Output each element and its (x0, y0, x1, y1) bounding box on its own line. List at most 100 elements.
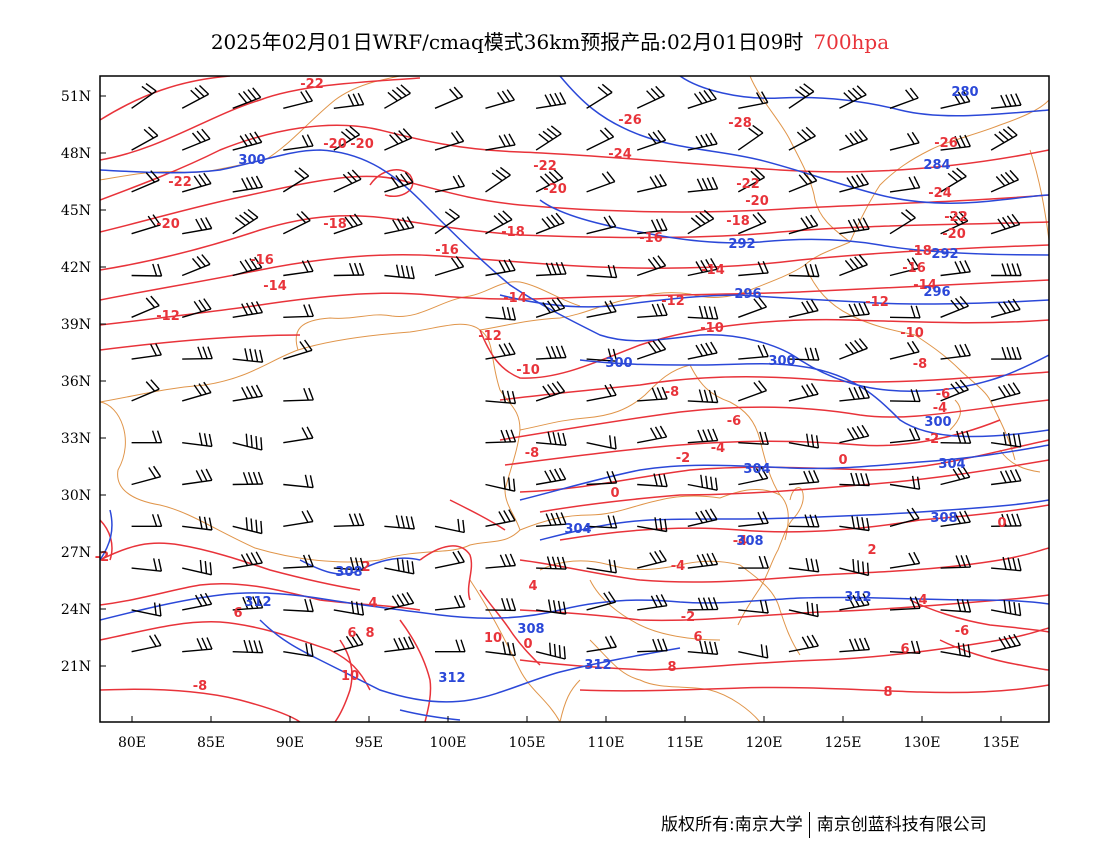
wind-barb (687, 132, 718, 151)
temperature-contour-label: -20 (745, 194, 769, 209)
wind-barb (636, 338, 667, 360)
wind-barb (282, 211, 311, 235)
wind-barb (182, 172, 212, 193)
wind-barb (738, 600, 769, 614)
wind-barb (485, 509, 516, 527)
wind-barb (131, 170, 160, 193)
lat-axis: 51N 48N 45N 42N 39N 36N 33N 30N 27N 24N 21N (61, 89, 106, 675)
wind-barb (485, 258, 516, 277)
wind-barb (687, 597, 719, 611)
wind-barb (131, 214, 161, 235)
temperature-contour-label: 2 (867, 543, 876, 558)
title-level: 700hpa (813, 30, 890, 54)
wind-barb (738, 644, 769, 659)
wind-barb (181, 128, 211, 151)
wind-barb (788, 126, 816, 151)
wind-barb (788, 170, 818, 193)
wind-barb (131, 634, 162, 653)
wind-barb (889, 427, 921, 444)
wind-barb (232, 175, 264, 193)
wind-barb (839, 302, 870, 318)
wind-barb (637, 386, 668, 402)
wind-barb (485, 597, 517, 612)
temperature-contour-label: -28 (728, 116, 752, 131)
map-title: 2025年02月01日WRF/cmaq模式36km预报产品:02月01日09时 7… (0, 26, 1100, 55)
lat-tick-label: 51N (61, 89, 91, 105)
temperature-contour-label: -4 (733, 534, 747, 549)
wind-barb (535, 212, 565, 235)
wind-barb (384, 558, 415, 575)
temperature-contour-label: -14 (913, 278, 937, 293)
wind-barb (535, 642, 566, 660)
wind-barb (839, 254, 868, 277)
temperature-contour-label: -22 (736, 177, 760, 192)
wind-barb (535, 92, 567, 109)
wind-barb (485, 166, 511, 193)
temperature-contour-label: -2 (95, 550, 109, 565)
wind-barb (737, 168, 766, 193)
height-contour-label: 308 (517, 622, 544, 637)
temperature-contour-label: -4 (671, 559, 685, 574)
temperature-contour-label: -4 (711, 441, 725, 456)
height-contour-label: 300 (605, 356, 632, 371)
wind-barb (535, 381, 566, 402)
wind-barb (131, 379, 160, 402)
temperature-contour-label: -10 (700, 321, 724, 336)
wind-barb (788, 601, 819, 618)
title-main: 2025年02月01日WRF/cmaq模式36km预报产品:02月01日09时 (210, 30, 804, 54)
wind-barb (485, 476, 516, 492)
height-contour-label: 312 (438, 671, 465, 686)
copyright-partner: 南京创蓝科技有限公司 (816, 815, 987, 835)
lat-tick-label: 27N (61, 545, 91, 561)
wind-barb (182, 516, 213, 531)
wind-barb (738, 296, 768, 318)
wind-barb (131, 126, 159, 151)
wind-barb (283, 474, 314, 489)
wind-barb (889, 209, 916, 235)
temperature-contour-label: -8 (525, 446, 539, 461)
wind-barb (687, 258, 718, 277)
wind-barb (131, 263, 163, 277)
wind-barb (839, 385, 870, 402)
wind-barb (991, 93, 1022, 109)
temperature-contour-label: 8 (883, 685, 892, 700)
wind-barb (384, 636, 415, 653)
wind-barb (485, 553, 517, 569)
wind-barb (232, 551, 263, 569)
wind-barb (485, 210, 513, 235)
wind-barb (839, 173, 869, 193)
wind-barb (536, 261, 567, 277)
temperature-contour-label: -10 (516, 363, 540, 378)
wind-barb (232, 595, 264, 611)
wind-barb (991, 263, 1022, 277)
height-contour-label: 312 (584, 658, 611, 673)
wind-barb (232, 87, 262, 109)
wind-barb (687, 552, 719, 569)
wind-barb (333, 600, 365, 616)
wind-barb (839, 338, 868, 360)
wind-barb (282, 167, 310, 193)
wind-barb (131, 558, 163, 572)
wind-barb (637, 473, 668, 488)
temperature-contour-label: 4 (528, 579, 537, 594)
temperature-contour-label: -22 (944, 210, 968, 225)
wind-barb (232, 348, 264, 363)
wind-barb (687, 389, 719, 404)
wind-barb (687, 474, 718, 491)
wind-barbs (131, 83, 1022, 660)
temperature-contour-label: -20 (942, 227, 966, 242)
height-contour-label: 300 (238, 153, 265, 168)
wind-barb (333, 92, 365, 109)
wind-barb (586, 635, 617, 653)
wind-barb (283, 598, 314, 613)
wind-barb (333, 633, 364, 653)
temperature-contours (100, 76, 1049, 722)
height-contour-label: 304 (743, 462, 770, 477)
wind-barb (283, 510, 314, 527)
height-contour-label: 280 (951, 85, 978, 100)
wind-barb (738, 91, 769, 109)
temperature-contour-label: 6 (693, 630, 702, 645)
lon-tick-label: 105E (509, 735, 546, 751)
wind-barb (485, 429, 517, 444)
